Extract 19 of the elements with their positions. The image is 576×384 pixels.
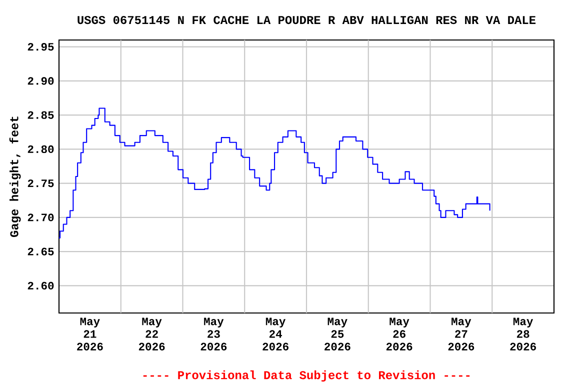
y-tick-label: 2.90: [28, 77, 54, 85]
x-tick-label: May 22 2026: [138, 318, 165, 350]
y-tick-label: 2.60: [28, 282, 54, 290]
y-tick-label: 2.85: [28, 111, 54, 119]
x-tick-label: May 21 2026: [77, 318, 103, 350]
y-tick-label: 2.80: [28, 145, 54, 154]
x-tick-label: May 23 2026: [200, 318, 227, 350]
x-tick-label: May 25 2026: [324, 318, 350, 350]
y-axis-title: Gage height, feet: [9, 116, 21, 238]
y-tick-label: 2.75: [28, 179, 54, 188]
y-tick-label: 2.70: [28, 214, 54, 222]
y-tick-label: 2.95: [28, 42, 54, 51]
x-tick-label: May 26 2026: [386, 318, 412, 350]
y-tick-label: 2.65: [28, 248, 54, 256]
x-tick-label: May 27 2026: [448, 318, 474, 350]
x-tick-label: May 28 2026: [510, 318, 536, 350]
x-tick-label: May 24 2026: [262, 318, 288, 350]
chart-title: USGS 06751145 N FK CACHE LA POUDRE R ABV HALLIGAN RES NR VA DALE: [78, 16, 536, 24]
text: ---- Provisional Data Subject to Revision ----: [143, 370, 470, 382]
